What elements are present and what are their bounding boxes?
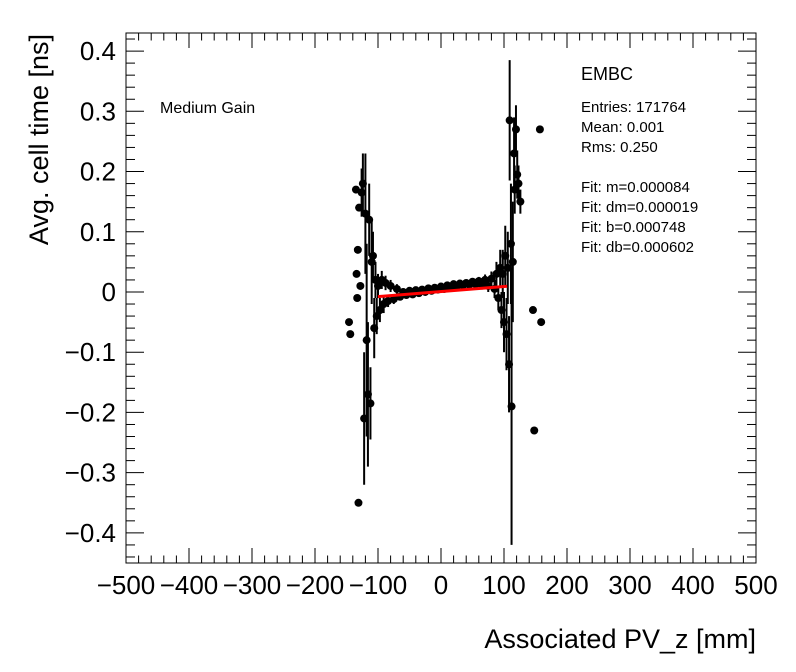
data-point <box>374 281 382 290</box>
data-point <box>357 188 366 197</box>
data-point <box>386 281 395 290</box>
data-point <box>368 251 377 260</box>
data-point <box>514 179 523 188</box>
data-point <box>492 269 501 278</box>
data-point <box>497 306 506 315</box>
data-point <box>505 116 514 125</box>
data-point <box>513 170 522 179</box>
data-point <box>371 275 380 284</box>
gain-annotation: Medium Gain <box>160 100 255 117</box>
data-point <box>360 414 369 423</box>
data-point <box>500 318 508 327</box>
stats-rms: Rms: 0.250 <box>581 139 658 156</box>
data-point <box>537 318 546 327</box>
data-point <box>346 330 355 339</box>
data-point <box>507 402 516 411</box>
stats-mean: Mean: 0.001 <box>581 119 664 136</box>
stats-fit-m: Fit: m=0.000084 <box>581 179 690 196</box>
fit-line-group <box>377 284 508 299</box>
data-point <box>355 203 364 212</box>
x-tick-label: −200 <box>286 570 345 600</box>
data-point <box>375 306 384 315</box>
data-point <box>392 284 401 293</box>
data-point <box>367 257 376 266</box>
x-tick-label: 300 <box>608 570 651 600</box>
data-point <box>530 426 539 435</box>
x-tick-label: −300 <box>223 570 282 600</box>
data-point <box>363 390 372 399</box>
data-point <box>505 360 514 369</box>
x-tick-label: −100 <box>349 570 408 600</box>
data-point <box>487 274 496 283</box>
data-point <box>502 330 511 339</box>
axis-tick-labels: −500 −400 −300 −200 −100 0 100 200 300 400 500 −0.4… <box>65 36 778 600</box>
y-tick-label: −0.1 <box>65 337 116 367</box>
data-point <box>510 185 519 194</box>
data-point <box>528 306 537 315</box>
stats-entries: Entries: 171764 <box>581 99 686 116</box>
stats-box: EMBC Entries: 171764 Mean: 0.001 Rms: 0.… <box>581 64 698 256</box>
data-point <box>501 251 510 260</box>
x-tick-label: −400 <box>160 570 219 600</box>
x-tick-label: 400 <box>671 570 714 600</box>
stats-fit-dm: Fit: dm=0.000019 <box>581 199 698 216</box>
data-point <box>481 275 490 284</box>
data-point <box>389 295 398 304</box>
y-tick-label: 0.3 <box>80 96 116 126</box>
data-point <box>358 179 367 188</box>
data-point <box>496 263 505 272</box>
stats-fit-db: Fit: db=0.000602 <box>581 239 694 256</box>
y-tick-label: 0.1 <box>80 217 116 247</box>
x-tick-label: 200 <box>545 570 588 600</box>
data-point <box>516 197 525 206</box>
data-point <box>372 312 381 321</box>
data-point <box>365 215 374 224</box>
data-point <box>508 257 517 266</box>
stats-title: EMBC <box>581 64 633 84</box>
y-tick-label: 0.2 <box>80 157 116 187</box>
data-point <box>535 125 544 134</box>
x-axis-title: Associated PV_z [mm] <box>484 624 756 654</box>
data-point <box>353 245 362 254</box>
data-point <box>511 125 520 134</box>
data-point <box>362 336 371 345</box>
data-point <box>352 269 361 278</box>
y-tick-label: −0.2 <box>65 397 116 427</box>
x-tick-label: 0 <box>434 570 448 600</box>
y-tick-label: −0.4 <box>65 518 116 548</box>
data-point <box>356 281 365 290</box>
data-point <box>370 324 379 333</box>
x-tick-label: 100 <box>482 570 525 600</box>
fit-line <box>377 284 508 299</box>
y-tick-label: 0 <box>102 277 116 307</box>
data-point <box>354 498 363 507</box>
data-point <box>498 269 507 278</box>
data-point <box>366 399 375 408</box>
data-point <box>361 209 370 218</box>
stats-fit-b: Fit: b=0.000748 <box>581 219 686 236</box>
x-tick-label: −500 <box>97 570 156 600</box>
data-point <box>345 318 354 327</box>
x-tick-label: 500 <box>734 570 777 600</box>
data-point <box>494 294 503 302</box>
data-point <box>510 149 519 158</box>
y-axis-title: Avg. cell time [ns] <box>24 34 54 245</box>
data-point <box>503 263 512 272</box>
data-point <box>506 239 515 248</box>
axis-ticks <box>125 33 757 563</box>
data-point <box>353 294 362 302</box>
y-tick-label: 0.4 <box>80 36 116 66</box>
y-tick-label: −0.3 <box>65 458 116 488</box>
